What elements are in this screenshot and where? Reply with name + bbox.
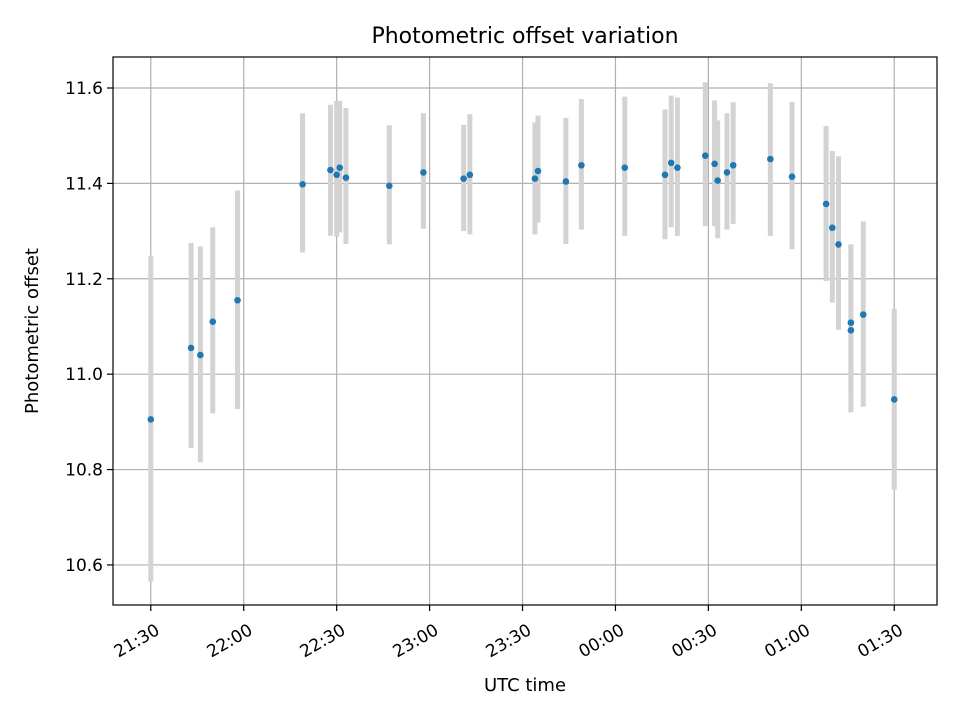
- data-point: [336, 164, 344, 171]
- data-point: [859, 311, 867, 318]
- data-point: [729, 161, 737, 169]
- y-tick-label: 11.2: [65, 270, 103, 290]
- data-point: [209, 318, 217, 325]
- y-tick-label: 11.6: [65, 79, 103, 99]
- y-tick-label: 11.4: [65, 174, 103, 194]
- y-tick-label: 10.8: [65, 461, 103, 481]
- data-point: [187, 344, 195, 352]
- y-axis-ticks: 10.6 10.8 11.0 11.2 11.4 11.6: [65, 79, 113, 576]
- data-point: [534, 167, 542, 175]
- data-point: [621, 164, 629, 171]
- y-tick-label: 11.0: [65, 365, 103, 385]
- data-point: [674, 164, 681, 171]
- data-point: [661, 171, 669, 179]
- data-point: [847, 319, 855, 326]
- data-point: [828, 224, 836, 232]
- data-point: [562, 178, 570, 185]
- data-point: [822, 200, 830, 208]
- data-point: [420, 169, 427, 176]
- data-point: [460, 175, 467, 182]
- data-point: [847, 326, 855, 334]
- data-point: [788, 173, 796, 181]
- data-point: [723, 169, 731, 176]
- data-point: [531, 175, 539, 182]
- data-point: [701, 152, 709, 160]
- data-point: [197, 351, 204, 359]
- x-axis-label: UTC time: [484, 675, 566, 696]
- data-point: [667, 159, 675, 167]
- y-axis-label: Photometric offset: [22, 248, 43, 414]
- data-point: [714, 177, 721, 184]
- data-point: [835, 241, 842, 248]
- data-point: [299, 181, 306, 188]
- data-point: [147, 416, 155, 423]
- data-point: [333, 171, 340, 179]
- grid: [113, 57, 937, 605]
- y-tick-label: 10.6: [65, 556, 103, 576]
- data-point: [890, 396, 898, 403]
- data-point: [578, 161, 585, 169]
- data-point: [234, 296, 241, 304]
- data-point: [767, 155, 774, 163]
- data-point: [466, 171, 474, 179]
- data-point: [711, 160, 718, 168]
- data-point: [327, 166, 334, 174]
- data-points: [147, 152, 898, 423]
- plot-frame: [112, 56, 938, 606]
- chart-title: Photometric offset variation: [371, 24, 678, 49]
- data-point: [386, 182, 393, 190]
- data-point: [342, 174, 350, 181]
